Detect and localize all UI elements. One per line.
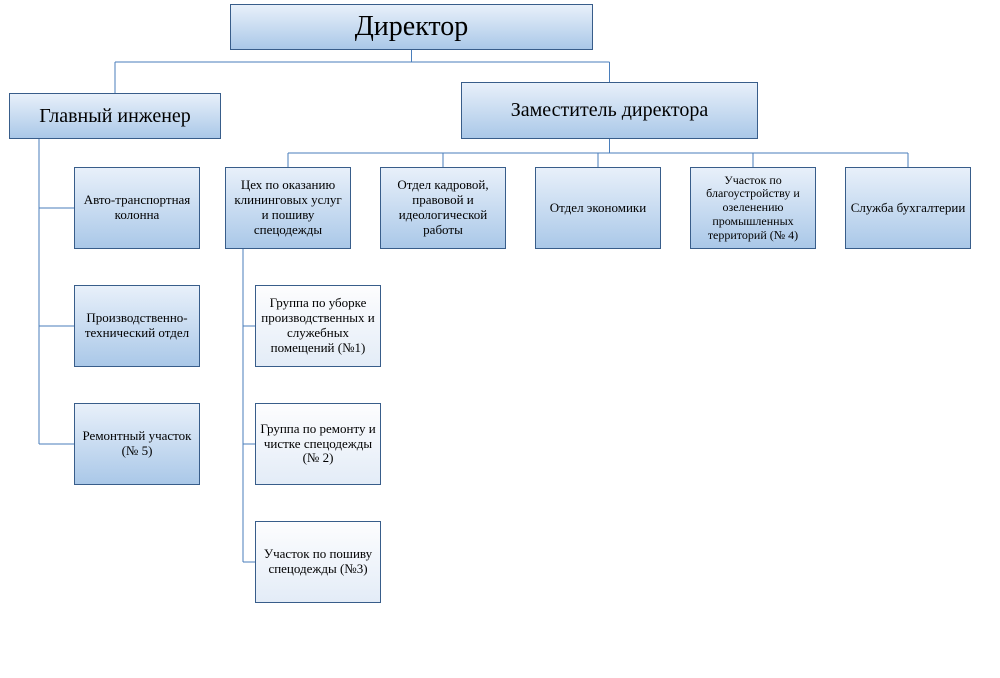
org-node-label: Участок по пошиву спецодежды (№3) [260, 547, 376, 577]
org-node-group2: Группа по ремонту и чистке спецодежды (№… [255, 403, 381, 485]
org-node-label: Главный инженер [39, 105, 191, 128]
org-node-label: Группа по ремонту и чистке спецодежды (№… [260, 422, 376, 467]
org-node-chief_eng: Главный инженер [9, 93, 221, 139]
org-node-label: Служба бухгалтерии [851, 201, 966, 216]
org-node-group3: Участок по пошиву спецодежды (№3) [255, 521, 381, 603]
org-node-hr_legal: Отдел кадровой, правовой и идеологическо… [380, 167, 506, 249]
org-node-economics: Отдел экономики [535, 167, 661, 249]
org-node-cleaning_shop: Цех по оказанию клининговых услуг и поши… [225, 167, 351, 249]
org-node-label: Отдел кадровой, правовой и идеологическо… [385, 178, 501, 238]
org-node-repair: Ремонтный участок (№ 5) [74, 403, 200, 485]
org-node-group1: Группа по уборке производственных и служ… [255, 285, 381, 367]
org-node-label: Ремонтный участок (№ 5) [79, 429, 195, 459]
org-node-label: Группа по уборке производственных и служ… [260, 296, 376, 356]
org-node-label: Участок по благоустройству и озеленению … [695, 174, 811, 243]
org-node-label: Производственно-технический отдел [79, 311, 195, 341]
org-node-label: Цех по оказанию клининговых услуг и поши… [230, 178, 346, 238]
org-node-label: Авто-транспортная колонна [79, 193, 195, 223]
org-node-deputy: Заместитель директора [461, 82, 758, 139]
org-node-landscaping: Участок по благоустройству и озеленению … [690, 167, 816, 249]
org-node-auto_col: Авто-транспортная колонна [74, 167, 200, 249]
org-node-accounting: Служба бухгалтерии [845, 167, 971, 249]
org-node-label: Заместитель директора [511, 99, 709, 122]
org-node-prod_tech: Производственно-технический отдел [74, 285, 200, 367]
org-node-label: Директор [355, 11, 469, 43]
org-node-label: Отдел экономики [550, 201, 646, 216]
org-node-director: Директор [230, 4, 593, 50]
